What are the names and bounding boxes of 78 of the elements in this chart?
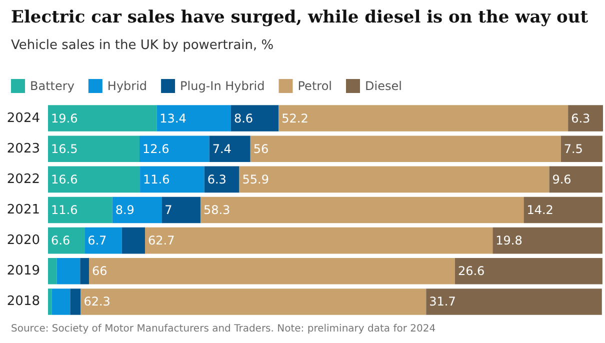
bar <box>52 288 70 315</box>
bar <box>122 227 146 254</box>
data-label: 52.2 <box>282 111 308 126</box>
bar <box>524 196 602 224</box>
data-label: 55.9 <box>242 172 269 186</box>
data-label: 16.5 <box>51 142 78 156</box>
data-label: 11.6 <box>51 203 78 217</box>
bar <box>84 227 122 254</box>
bar <box>492 227 602 254</box>
bar <box>145 227 493 254</box>
y-tick-label: 2022 <box>6 172 40 187</box>
bar <box>56 258 80 284</box>
data-label: 7.4 <box>212 142 232 156</box>
data-label: 66 <box>92 264 108 278</box>
data-label: 62.3 <box>84 294 110 309</box>
y-tick-label: 2021 <box>6 202 40 218</box>
y-tick-label: 2020 <box>6 233 40 248</box>
data-label: 13.4 <box>160 111 186 126</box>
data-label: 26.6 <box>458 264 485 278</box>
legend-label: Battery <box>30 79 74 93</box>
bar <box>250 136 561 162</box>
data-label: 16.6 <box>51 172 78 186</box>
bar <box>278 105 568 132</box>
bar <box>156 105 231 132</box>
data-label: 8.9 <box>115 203 134 217</box>
data-label: 58.3 <box>203 203 230 217</box>
data-label: 6.3 <box>571 111 590 126</box>
bar <box>239 166 550 193</box>
bar <box>139 136 210 162</box>
source-note: Source: Society of Motor Manufacturers and Traders. Note: preliminary data for 2024 <box>11 324 436 334</box>
data-label: 6.3 <box>207 172 226 186</box>
data-label: 7.5 <box>564 142 583 156</box>
y-tick-label: 2019 <box>6 264 40 279</box>
bar <box>48 196 112 224</box>
bar <box>560 136 602 162</box>
bar <box>162 196 200 224</box>
data-label: 11.6 <box>143 172 170 186</box>
chart-subtitle: Vehicle sales in the UK by powertrain, % <box>11 38 274 53</box>
legend-label: Petrol <box>298 79 332 93</box>
bar <box>48 258 57 284</box>
y-tick-label: 2023 <box>6 141 40 156</box>
bar <box>112 196 162 224</box>
legend-label: Hybrid <box>107 79 148 93</box>
y-tick-label: 2024 <box>6 110 40 126</box>
bar <box>48 105 157 132</box>
data-label: 14.2 <box>526 203 554 217</box>
bar <box>80 258 90 284</box>
bar <box>48 288 52 315</box>
data-label: 31.7 <box>429 294 456 309</box>
bar <box>140 166 204 193</box>
bar <box>204 166 240 193</box>
y-tick-label: 2018 <box>6 294 40 310</box>
bar <box>209 136 250 162</box>
data-label: 7 <box>164 203 172 217</box>
chart-title: Electric car sales have surged, while diesel is on the way out <box>11 8 588 28</box>
legend-label: Plug-In Hybrid <box>180 79 265 93</box>
bar <box>89 258 455 284</box>
data-label: 62.7 <box>148 234 175 248</box>
bar <box>48 136 140 162</box>
data-label: 12.6 <box>142 142 170 156</box>
bar <box>200 196 524 224</box>
bar <box>454 258 602 284</box>
data-label: 19.6 <box>51 111 78 126</box>
bar <box>70 288 81 315</box>
data-label: 8.6 <box>234 111 254 126</box>
bar <box>568 105 603 132</box>
data-label: 9.6 <box>552 172 572 186</box>
bar <box>549 166 602 193</box>
data-label: 19.8 <box>496 234 522 248</box>
bar <box>48 166 140 193</box>
data-label: 56 <box>253 142 269 156</box>
bar <box>80 288 426 315</box>
bar <box>48 227 85 254</box>
data-label: 6.6 <box>51 234 70 248</box>
bar <box>230 105 279 132</box>
data-label: 6.7 <box>88 234 107 248</box>
legend-label: Diesel <box>364 79 402 93</box>
bar <box>426 288 602 315</box>
